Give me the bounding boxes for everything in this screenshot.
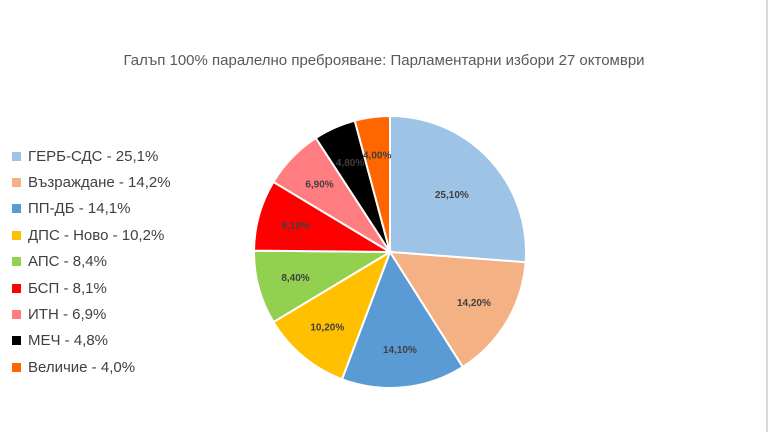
legend-swatch	[12, 310, 21, 320]
legend-item: БСП - 8,1%	[12, 275, 171, 301]
legend-label: Величие - 4,0%	[28, 358, 136, 376]
slice-data-label: 6,90%	[305, 180, 333, 191]
legend-label: МЕЧ - 4,8%	[28, 332, 109, 350]
legend-swatch	[12, 151, 21, 161]
legend-item: МЕЧ - 4,8%	[12, 328, 171, 354]
frame-border	[766, 0, 768, 432]
slice-data-label: 8,10%	[282, 221, 310, 232]
legend-item: Възраждане - 14,2%	[12, 169, 171, 195]
legend-label: ГЕРБ-СДС - 25,1%	[28, 147, 159, 165]
legend-swatch	[12, 362, 21, 372]
chart-title: Галъп 100% паралелно преброяване: Парлам…	[123, 52, 645, 69]
legend-label: Възраждане - 14,2%	[28, 174, 171, 192]
legend-swatch	[12, 336, 21, 346]
legend-swatch	[12, 230, 21, 240]
pie-slice	[340, 249, 465, 389]
pie-slice	[389, 114, 527, 264]
legend-swatch	[12, 283, 21, 293]
legend-item: ИТН - 6,9%	[12, 301, 171, 327]
legend-item: ГЕРБ-СДС - 25,1%	[12, 143, 171, 169]
legend-label: БСП - 8,1%	[28, 279, 107, 297]
slice-data-label: 8,40%	[281, 273, 309, 284]
slice-data-label: 14,20%	[457, 298, 491, 309]
slice-data-label: 14,10%	[383, 345, 417, 356]
legend-swatch	[12, 257, 21, 267]
pie-slice	[272, 249, 392, 381]
legend-label: ПП-ДБ - 14,1%	[28, 200, 131, 218]
legend-item: Величие - 4,0%	[12, 354, 171, 380]
slice-data-label: 25,10%	[435, 190, 469, 201]
slice-data-label: 4,80%	[336, 158, 364, 169]
legend-label: ИТН - 6,9%	[28, 306, 107, 324]
legend-item: ПП-ДБ - 14,1%	[12, 196, 171, 222]
chart-legend: ГЕРБ-СДС - 25,1% Възраждане - 14,2% ПП-Д…	[12, 143, 171, 381]
slice-data-label: 10,20%	[310, 323, 344, 334]
legend-item: АПС - 8,4%	[12, 249, 171, 275]
legend-swatch	[12, 204, 21, 214]
legend-label: ДПС - Ново - 10,2%	[28, 226, 165, 244]
legend-item: ДПС - Ново - 10,2%	[12, 222, 171, 248]
legend-label: АПС - 8,4%	[28, 253, 107, 271]
pie-slice	[353, 114, 391, 253]
legend-swatch	[12, 178, 21, 188]
slice-data-label: 4,00%	[363, 150, 391, 161]
pie-slice	[388, 250, 527, 369]
